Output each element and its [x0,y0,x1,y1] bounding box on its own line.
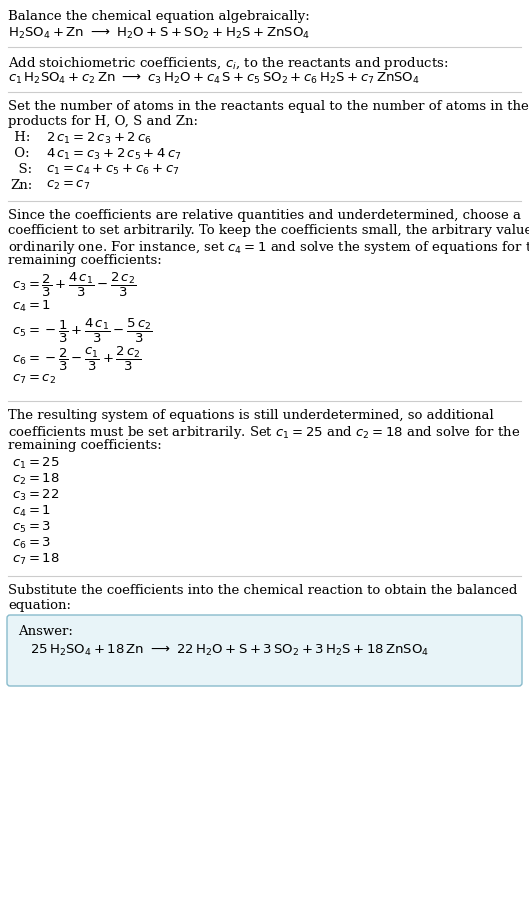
Text: S:: S: [10,163,32,176]
Text: $2\,c_1 = 2\,c_3 + 2\,c_6$: $2\,c_1 = 2\,c_3 + 2\,c_6$ [46,131,152,146]
Text: $4\,c_1 = c_3 + 2\,c_5 + 4\,c_7$: $4\,c_1 = c_3 + 2\,c_5 + 4\,c_7$ [46,147,181,162]
Text: $c_1\,\mathrm{H_2SO_4} + c_2\,\mathrm{Zn} \ \longrightarrow \ c_3\,\mathrm{H_2O}: $c_1\,\mathrm{H_2SO_4} + c_2\,\mathrm{Zn… [8,71,420,86]
Text: The resulting system of equations is still underdetermined, so additional: The resulting system of equations is sti… [8,409,494,422]
Text: $c_7 = 18$: $c_7 = 18$ [12,552,60,567]
Text: remaining coefficients:: remaining coefficients: [8,254,162,267]
Text: coefficient to set arbitrarily. To keep the coefficients small, the arbitrary va: coefficient to set arbitrarily. To keep … [8,224,529,237]
Text: $c_7 = c_2$: $c_7 = c_2$ [12,373,56,387]
Text: $c_6 = 3$: $c_6 = 3$ [12,536,51,551]
Text: $c_3 = \dfrac{2}{3} + \dfrac{4\,c_1}{3} - \dfrac{2\,c_2}{3}$: $c_3 = \dfrac{2}{3} + \dfrac{4\,c_1}{3} … [12,271,136,300]
Text: Substitute the coefficients into the chemical reaction to obtain the balanced: Substitute the coefficients into the che… [8,584,517,597]
Text: ordinarily one. For instance, set $c_4 = 1$ and solve the system of equations fo: ordinarily one. For instance, set $c_4 =… [8,239,529,256]
Text: $c_4 = 1$: $c_4 = 1$ [12,504,51,519]
Text: H:: H: [10,131,30,144]
Text: $c_2 = 18$: $c_2 = 18$ [12,472,60,487]
Text: Set the number of atoms in the reactants equal to the number of atoms in the: Set the number of atoms in the reactants… [8,100,529,113]
Text: $c_1 = c_4 + c_5 + c_6 + c_7$: $c_1 = c_4 + c_5 + c_6 + c_7$ [46,163,180,177]
Text: $c_1 = 25$: $c_1 = 25$ [12,456,60,471]
Text: products for H, O, S and Zn:: products for H, O, S and Zn: [8,115,198,128]
Text: Answer:: Answer: [18,625,73,638]
Text: Balance the chemical equation algebraically:: Balance the chemical equation algebraica… [8,10,310,23]
Text: $c_6 = -\dfrac{2}{3} - \dfrac{c_1}{3} + \dfrac{2\,c_2}{3}$: $c_6 = -\dfrac{2}{3} - \dfrac{c_1}{3} + … [12,345,142,373]
FancyBboxPatch shape [7,615,522,686]
Text: Zn:: Zn: [10,179,32,192]
Text: $c_4 = 1$: $c_4 = 1$ [12,299,51,314]
Text: $c_5 = 3$: $c_5 = 3$ [12,520,51,535]
Text: $\mathrm{H_2SO_4 + Zn \ \longrightarrow \ H_2O + S + SO_2 + H_2S + ZnSO_4}$: $\mathrm{H_2SO_4 + Zn \ \longrightarrow … [8,26,310,41]
Text: $c_2 = c_7$: $c_2 = c_7$ [46,179,90,192]
Text: Add stoichiometric coefficients, $c_i$, to the reactants and products:: Add stoichiometric coefficients, $c_i$, … [8,55,449,72]
Text: Since the coefficients are relative quantities and underdetermined, choose a: Since the coefficients are relative quan… [8,209,521,222]
Text: coefficients must be set arbitrarily. Set $c_1 = 25$ and $c_2 = 18$ and solve fo: coefficients must be set arbitrarily. Se… [8,424,521,441]
Text: $25\,\mathrm{H_2SO_4} + 18\,\mathrm{Zn} \ \longrightarrow \ 22\,\mathrm{H_2O} + : $25\,\mathrm{H_2SO_4} + 18\,\mathrm{Zn} … [30,643,429,658]
Text: $c_3 = 22$: $c_3 = 22$ [12,488,59,503]
Text: O:: O: [10,147,30,160]
Text: remaining coefficients:: remaining coefficients: [8,439,162,452]
Text: equation:: equation: [8,599,71,612]
Text: $c_5 = -\dfrac{1}{3} + \dfrac{4\,c_1}{3} - \dfrac{5\,c_2}{3}$: $c_5 = -\dfrac{1}{3} + \dfrac{4\,c_1}{3}… [12,317,152,345]
